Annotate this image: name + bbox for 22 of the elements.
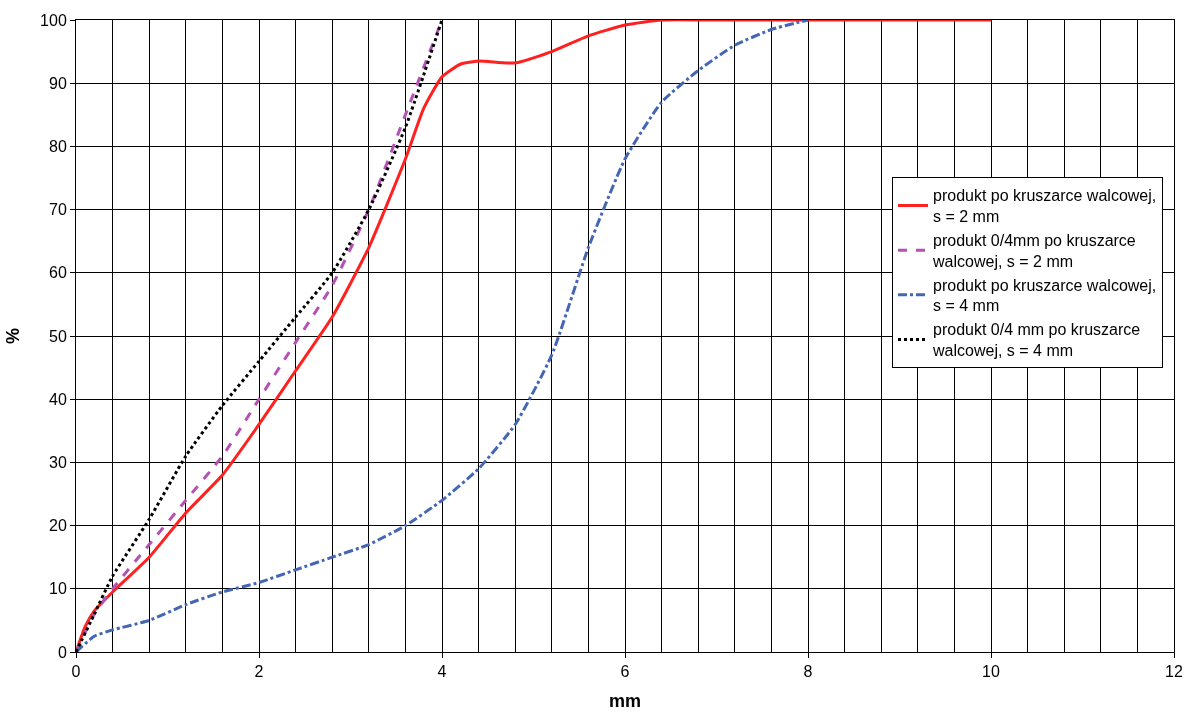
y-tick-label: 60 bbox=[49, 264, 67, 282]
y-tick-label: 40 bbox=[49, 390, 67, 408]
x-axis-title: mm bbox=[608, 691, 642, 712]
y-tick-label: 10 bbox=[49, 580, 67, 598]
y-tick-label: 100 bbox=[40, 11, 67, 29]
line-series bbox=[76, 20, 810, 652]
y-tick-label: 20 bbox=[49, 517, 67, 535]
x-tick-label: 6 bbox=[620, 663, 630, 681]
y-tick-label: 90 bbox=[49, 74, 67, 92]
y-tick-label: 70 bbox=[49, 201, 67, 219]
y-tick-label: 80 bbox=[49, 138, 67, 155]
y-axis-title: % bbox=[3, 327, 24, 345]
x-tick-label: 10 bbox=[982, 663, 1000, 681]
x-tick-label: 8 bbox=[803, 663, 813, 681]
y-tick-label: 30 bbox=[49, 454, 67, 471]
y-tick-label: 0 bbox=[57, 643, 67, 661]
legend-label: produkt 0/4 mm po kruszarce walcowej, s = 4 mm bbox=[932, 321, 1141, 360]
x-tick-label: 12 bbox=[1165, 663, 1183, 681]
y-tick-label: 50 bbox=[49, 327, 67, 345]
x-tick-label: 0 bbox=[71, 663, 81, 681]
x-tick-label: 2 bbox=[254, 663, 264, 681]
x-tick-label: 4 bbox=[437, 663, 447, 681]
